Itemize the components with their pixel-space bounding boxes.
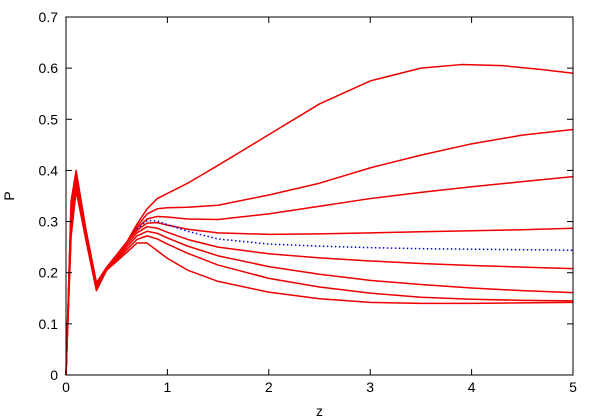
x-tick-label: 5 — [569, 379, 577, 395]
y-tick-label: 0.4 — [39, 162, 59, 178]
x-axis-label: z — [316, 403, 323, 419]
dotted-series-line-9 — [136, 219, 574, 251]
y-tick-label: 0.2 — [39, 265, 59, 281]
x-tick-label: 1 — [164, 379, 172, 395]
tick-labels-layer: 0 1 2 3 4 5 0 0.1 0.2 0.3 0.4 0.5 0.6 0.7 — [39, 9, 578, 395]
x-tick-label: 2 — [265, 379, 273, 395]
x-tick-label: 4 — [468, 379, 476, 395]
y-axis-label: P — [1, 191, 17, 200]
plot-frame — [65, 16, 574, 376]
y-tick-label: 0.3 — [39, 214, 59, 230]
y-tick-label: 0.7 — [39, 9, 59, 25]
ticks-layer — [65, 16, 574, 376]
series-layer — [65, 63, 574, 376]
x-tick-label: 3 — [366, 379, 374, 395]
series-line-8 — [65, 190, 574, 376]
x-tick-label: 0 — [62, 379, 70, 395]
y-tick-label: 0 — [50, 367, 58, 383]
y-tick-label: 0.6 — [39, 60, 59, 76]
y-tick-label: 0.5 — [39, 111, 59, 127]
y-tick-label: 0.1 — [39, 316, 59, 332]
